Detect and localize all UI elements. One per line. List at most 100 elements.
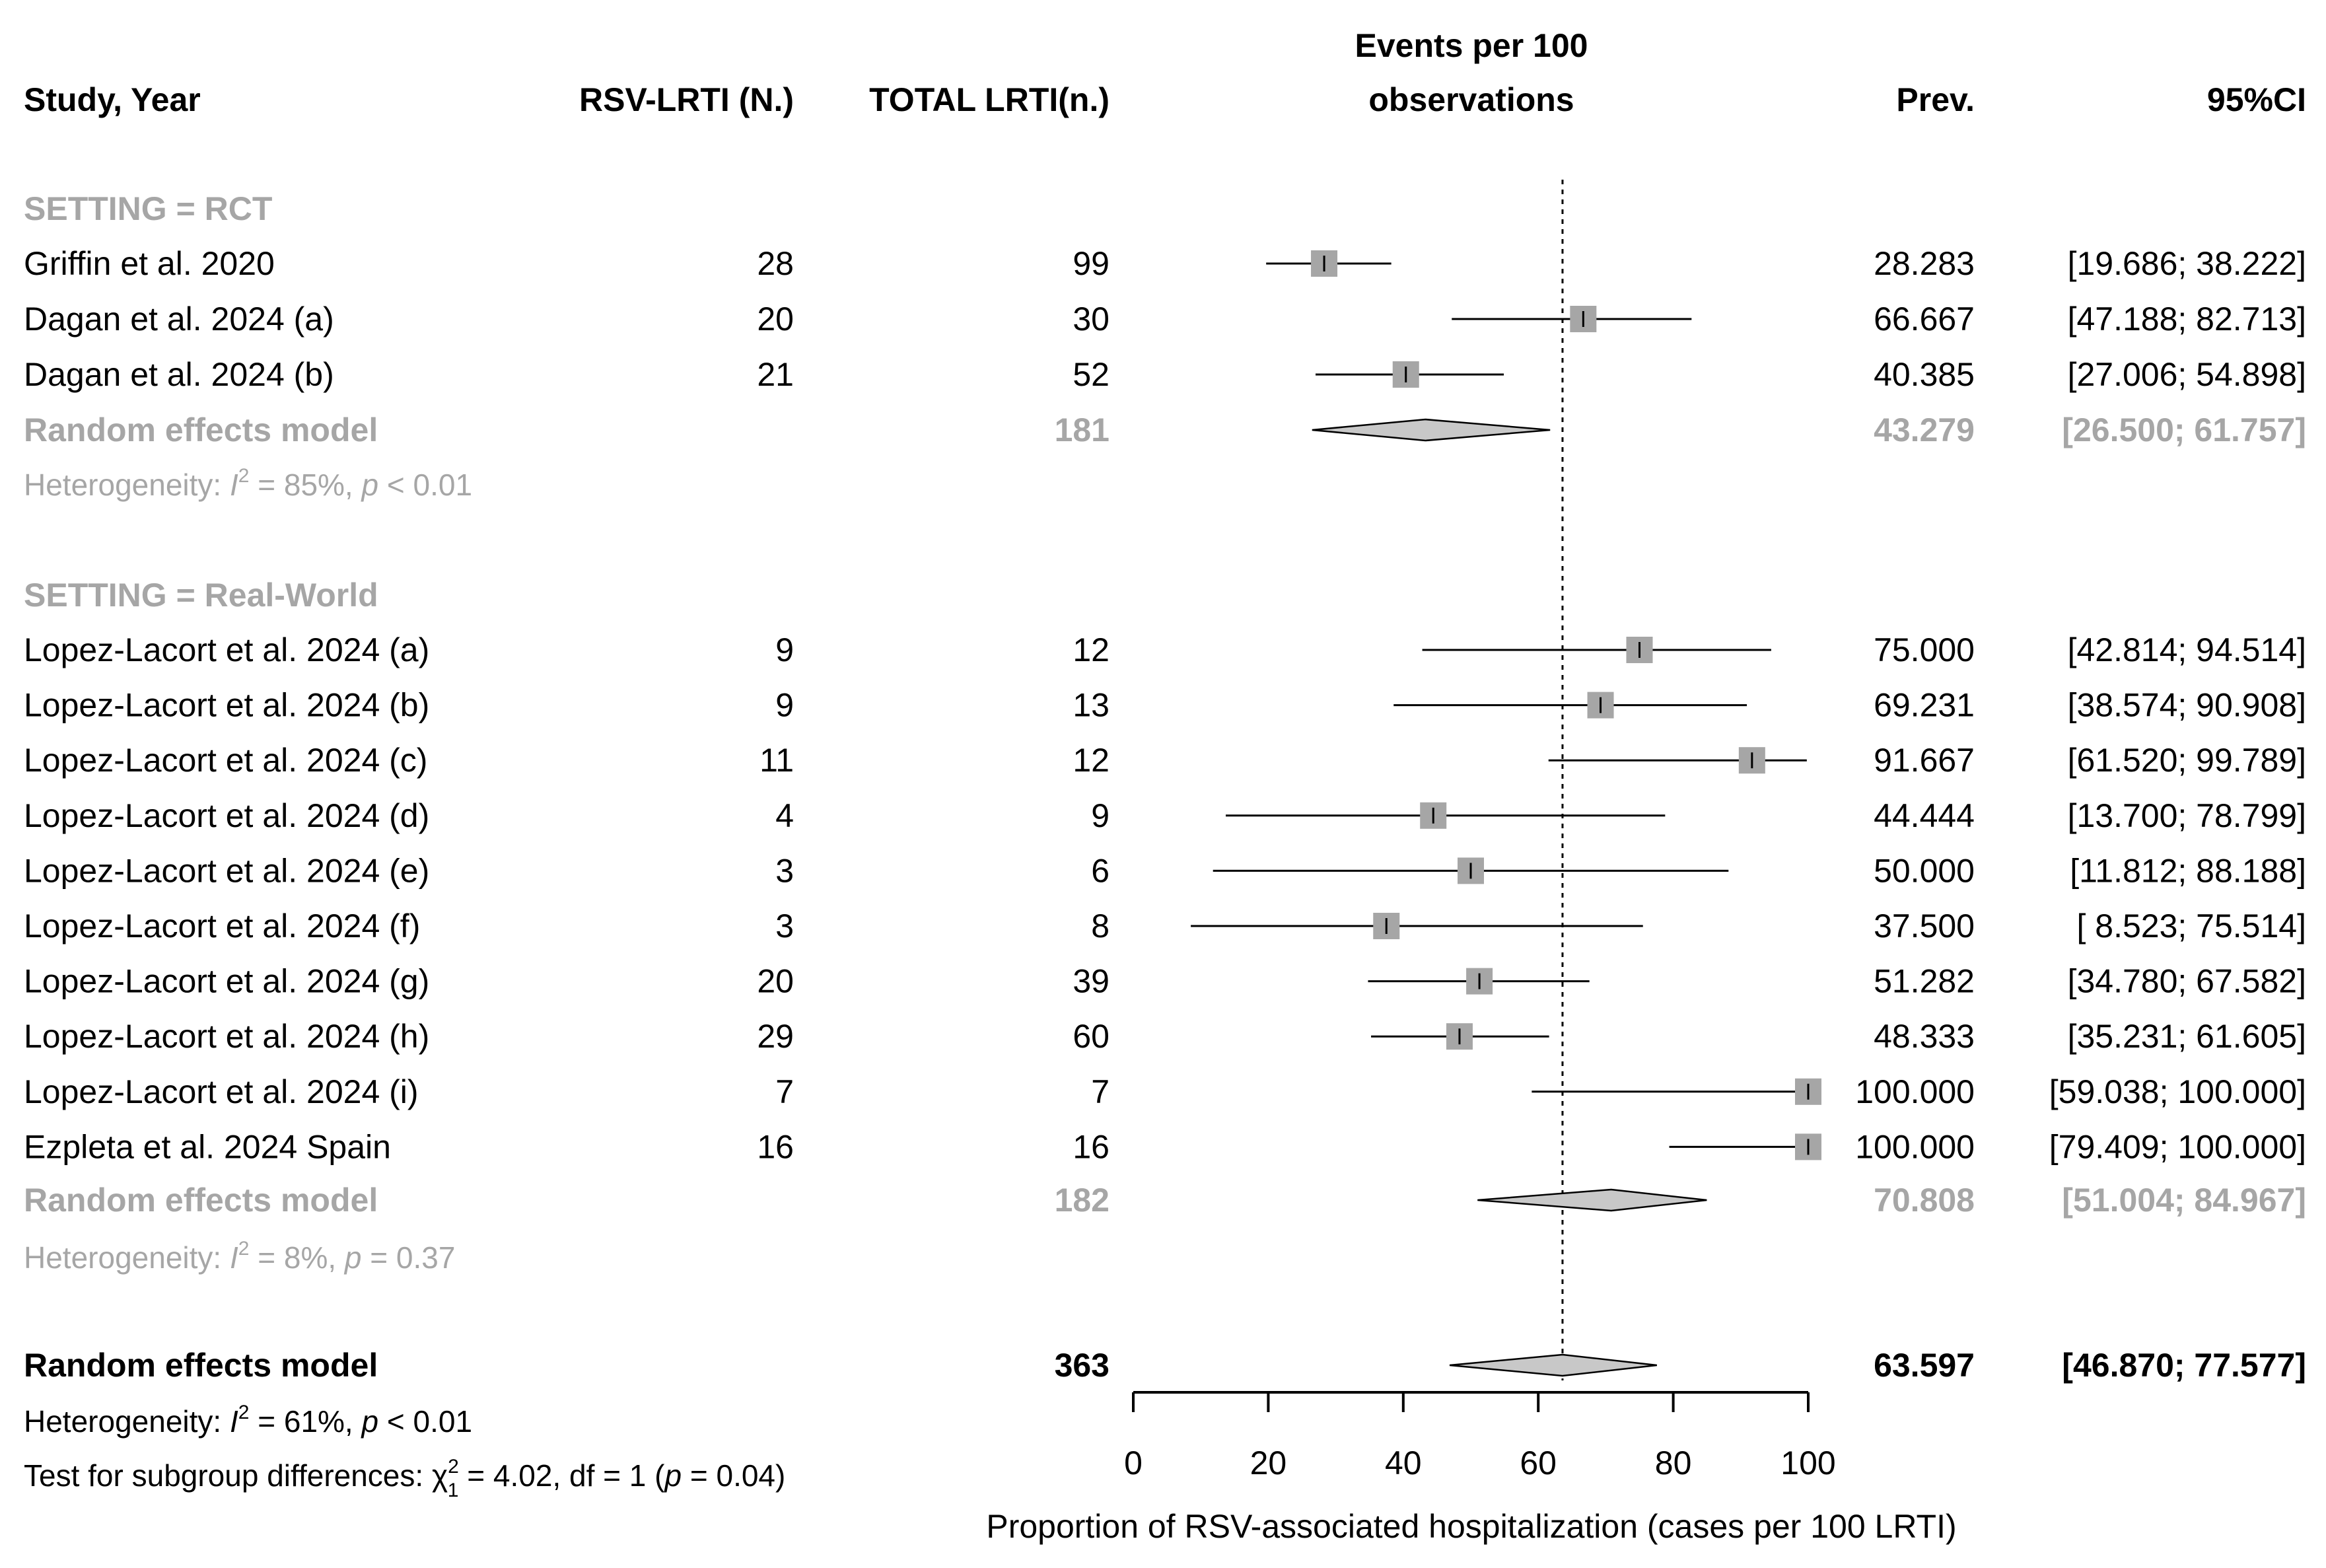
study-total: 7 [1091, 1073, 1110, 1110]
study-total: 6 [1091, 852, 1110, 889]
study-ci: [47.188; 82.713] [2068, 301, 2306, 338]
study-prev: 100.000 [1855, 1073, 1975, 1110]
real-world-heterogeneity: Heterogeneity: I2 = 8%, p = 0.37 [24, 1238, 455, 1275]
study-ci: [59.038; 100.000] [2049, 1073, 2306, 1110]
real-world-heterogeneity-prefix: Heterogeneity: [24, 1240, 230, 1275]
study-events: 16 [757, 1128, 794, 1165]
study-events: 20 [757, 963, 794, 1000]
study-total: 12 [1073, 742, 1110, 779]
real-world-summary-prev: 70.808 [1874, 1182, 1975, 1219]
x-tick-label: 40 [1385, 1444, 1422, 1481]
subgroup-test-stat: = 4.02, df = 1 ( [458, 1458, 665, 1493]
study-events: 20 [757, 301, 794, 338]
overall-summary-total: 363 [1055, 1347, 1110, 1384]
subgroup-test-sub: 1 [448, 1479, 459, 1501]
study-events: 28 [757, 245, 794, 282]
real-world-heterogeneity-sup: 2 [238, 1238, 250, 1260]
overall-heterogeneity-prefix: Heterogeneity: [24, 1404, 230, 1439]
real-world-summary-diamond [1477, 1188, 1707, 1212]
study-ci: [19.686; 38.222] [2068, 245, 2306, 282]
rct-summary-prev: 43.279 [1874, 411, 1975, 448]
x-tick-label: 60 [1520, 1444, 1557, 1481]
study-name: Lopez-Lacort et al. 2024 (c) [24, 742, 427, 779]
overall-heterogeneity-p-value: < 0.01 [378, 1404, 472, 1439]
header-ci: 95%CI [2207, 81, 2306, 118]
x-axis: 0 20 40 60 80 100 [1124, 1391, 1836, 1481]
study-ci: [ 8.523; 75.514] [2076, 908, 2306, 944]
real-world-summary-label: Random effects model [24, 1182, 378, 1219]
study-prev: 69.231 [1874, 687, 1975, 724]
study-events: 9 [775, 631, 794, 668]
header-total: TOTAL LRTI(n.) [869, 81, 1110, 118]
overall-heterogeneity-i2-value: = 61%, [249, 1404, 361, 1439]
rct-summary-diamond [1312, 418, 1551, 442]
study-name: Lopez-Lacort et al. 2024 (i) [24, 1073, 419, 1110]
real-world-heterogeneity-p-symbol: p [343, 1240, 362, 1275]
study-prev: 100.000 [1855, 1128, 1975, 1165]
study-total: 52 [1073, 356, 1110, 393]
study-prev: 40.385 [1874, 356, 1975, 393]
subgroup-test-sup: 2 [448, 1456, 459, 1478]
study-ci: [61.520; 99.789] [2068, 742, 2306, 779]
study-events: 4 [775, 797, 794, 834]
study-name: Lopez-Lacort et al. 2024 (f) [24, 908, 420, 944]
study-prev: 91.667 [1874, 742, 1975, 779]
rct-summary-total: 181 [1055, 411, 1110, 448]
study-total: 12 [1073, 631, 1110, 668]
study-events: 21 [757, 356, 794, 393]
study-events: 9 [775, 687, 794, 724]
subgroup-test-p-symbol: p [663, 1458, 682, 1493]
study-name: Dagan et al. 2024 (b) [24, 356, 334, 393]
group-label-rct: SETTING = RCT [24, 190, 272, 227]
header-plot-title-line1: Events per 100 [1355, 27, 1588, 64]
group-label-real-world: SETTING = Real-World [24, 577, 378, 614]
study-total: 9 [1091, 797, 1110, 834]
study-prev: 28.283 [1874, 245, 1975, 282]
overall-summary-diamond [1449, 1353, 1657, 1377]
header-study: Study, Year [24, 81, 201, 118]
rct-heterogeneity-prefix: Heterogeneity: [24, 468, 230, 502]
study-prev: 48.333 [1874, 1018, 1975, 1055]
rct-summary-ci: [26.500; 61.757] [2062, 411, 2306, 448]
overall-summary-ci: [46.870; 77.577] [2062, 1347, 2306, 1384]
study-events: 29 [757, 1018, 794, 1055]
x-tick-label: 100 [1780, 1444, 1835, 1481]
study-events: 3 [775, 908, 794, 944]
study-ci: [34.780; 67.582] [2068, 963, 2306, 1000]
x-tick-label: 80 [1655, 1444, 1692, 1481]
study-prev: 44.444 [1874, 797, 1975, 834]
x-axis-label: Proportion of RSV-associated hospitaliza… [986, 1508, 1956, 1545]
real-world-summary-total: 182 [1055, 1182, 1110, 1219]
study-prev: 75.000 [1874, 631, 1975, 668]
subgroup-test-prefix: Test for subgroup differences: [24, 1458, 432, 1493]
study-total: 8 [1091, 908, 1110, 944]
rct-summary-label: Random effects model [24, 411, 378, 448]
study-total: 39 [1073, 963, 1110, 1000]
study-ci: [42.814; 94.514] [2068, 631, 2306, 668]
header-events: RSV-LRTI (N.) [579, 81, 794, 118]
study-name: Dagan et al. 2024 (a) [24, 301, 334, 338]
subgroup-test: Test for subgroup differences: χ2 1 = 4.0… [24, 1456, 785, 1501]
study-name: Lopez-Lacort et al. 2024 (h) [24, 1018, 429, 1055]
rct-heterogeneity-i2-value: = 85%, [249, 468, 361, 502]
rct-heterogeneity-sup: 2 [238, 465, 250, 487]
overall-summary-label: Random effects model [24, 1347, 378, 1384]
study-name: Lopez-Lacort et al. 2024 (a) [24, 631, 429, 668]
x-tick-label: 0 [1124, 1444, 1143, 1481]
header-prev: Prev. [1896, 81, 1975, 118]
real-world-heterogeneity-i-symbol: I [230, 1240, 238, 1275]
study-prev: 51.282 [1874, 963, 1975, 1000]
study-prev: 50.000 [1874, 852, 1975, 889]
study-name: Ezpleta et al. 2024 Spain [24, 1128, 391, 1165]
overall-summary-prev: 63.597 [1874, 1347, 1975, 1384]
x-tick-label: 20 [1250, 1444, 1287, 1481]
study-total: 16 [1073, 1128, 1110, 1165]
study-ci: [11.812; 88.188] [2070, 852, 2306, 889]
study-total: 99 [1073, 245, 1110, 282]
subgroup-test-p-value: = 0.04) [682, 1458, 785, 1493]
study-ci: [27.006; 54.898] [2068, 356, 2306, 393]
study-ci: [35.231; 61.605] [2068, 1018, 2306, 1055]
study-events: 7 [775, 1073, 794, 1110]
